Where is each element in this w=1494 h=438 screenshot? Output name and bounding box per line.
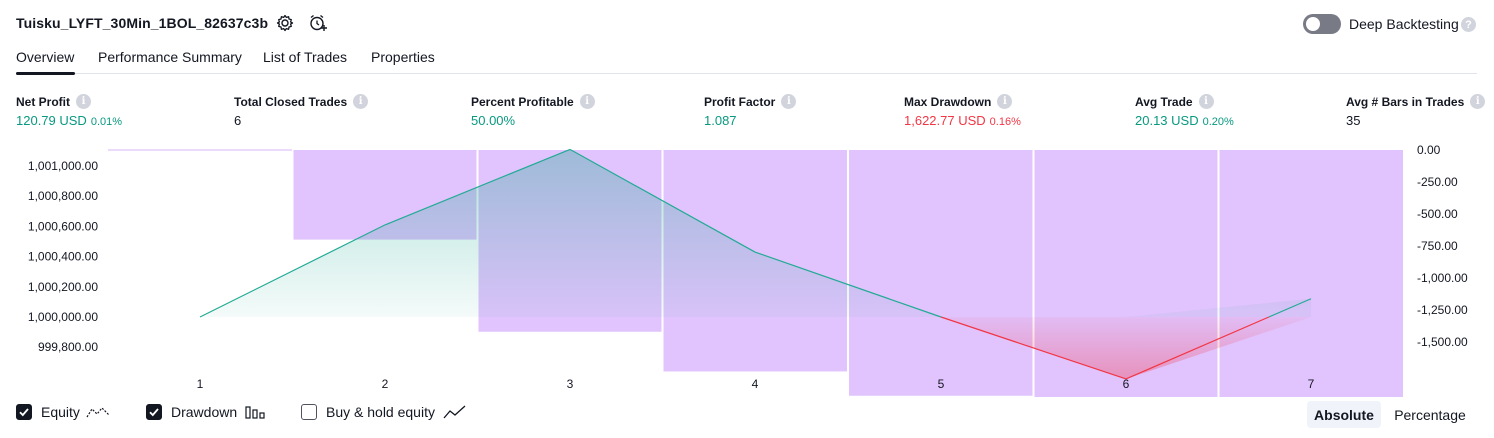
info-icon[interactable]: i: [579, 94, 595, 109]
tab-list-of-trades[interactable]: List of Trades: [263, 49, 348, 65]
right-axis-tick: 0.00: [1417, 143, 1441, 157]
equity-line-segment: [754, 251, 942, 318]
add-alert-clock-icon[interactable]: [308, 13, 328, 33]
strategy-title: Tuisku_LYFT_30Min_1BOL_82637c3b: [16, 15, 269, 31]
left-axis-tick: 999,800.00: [38, 340, 98, 354]
equity-area-negative: [200, 317, 1311, 379]
metric-label-net-profit: Net Profit i: [16, 94, 91, 109]
question-icon[interactable]: ?: [1461, 17, 1476, 32]
right-axis-tick: -250.00: [1417, 175, 1458, 189]
metric-value-avg-bars: 35: [1346, 113, 1361, 128]
equity-line-segment: [1125, 316, 1270, 380]
info-icon[interactable]: i: [997, 94, 1013, 109]
x-axis-tick: 3: [567, 377, 574, 391]
metric-value-total-closed-trades: 6: [234, 113, 242, 128]
equity-line-segment: [940, 316, 1127, 380]
left-axis-tick: 1,000,400.00: [28, 250, 98, 264]
info-icon[interactable]: i: [76, 94, 91, 109]
legend-buy-hold-label: Buy & hold equity: [326, 404, 435, 420]
right-axis: 0.00 -250.00 -500.00 -750.00 -1,000.00 -1,250…: [1417, 143, 1468, 349]
right-axis-tick: -750.00: [1417, 239, 1458, 253]
left-axis-tick: 1,000,800.00: [28, 189, 98, 203]
right-axis-tick: -1,500.00: [1417, 335, 1468, 349]
right-axis-tick: -500.00: [1417, 207, 1458, 221]
legend-equity[interactable]: Equity: [16, 404, 110, 420]
equity-drawdown-chart[interactable]: 1,001,000.00 1,000,800.00 1,000,600.00 1,00…: [0, 135, 1494, 397]
x-axis-tick: 2: [382, 377, 389, 391]
equity-line-segment: [569, 148, 756, 253]
metric-value-avg-trade: 20.13 USD 0.20%: [1135, 113, 1234, 128]
buy-hold-line-icon: [443, 405, 467, 419]
metric-value-max-drawdown: 1,622.77 USD 0.16%: [904, 113, 1021, 128]
absolute-mode-button[interactable]: Absolute: [1307, 401, 1381, 428]
legend-buy-hold-equity[interactable]: Buy & hold equity: [301, 404, 467, 420]
x-axis-tick: 4: [752, 377, 759, 391]
equity-line-segment: [199, 224, 386, 318]
info-icon[interactable]: i: [1470, 94, 1486, 109]
x-axis: 1 2 3 4 5 6 7: [197, 377, 1315, 391]
percentage-mode-button[interactable]: Percentage: [1394, 406, 1466, 423]
metric-label-avg-bars: Avg # Bars in Trades i: [1346, 94, 1486, 109]
info-icon[interactable]: i: [353, 94, 369, 109]
left-axis-tick: 1,000,200.00: [28, 280, 98, 294]
drawdown-bar: [1219, 150, 1403, 397]
equity-line-segment: [384, 148, 571, 226]
info-icon[interactable]: i: [1198, 94, 1214, 109]
deep-backtesting-toggle[interactable]: [1303, 14, 1341, 34]
left-axis-tick: 1,000,000.00: [28, 310, 98, 324]
legend-drawdown-label: Drawdown: [171, 404, 238, 420]
equity-line: [199, 148, 1312, 380]
tab-overview[interactable]: Overview: [16, 49, 75, 65]
metric-label-total-closed-trades: Total Closed Trades i: [234, 94, 369, 109]
metric-label-percent-profitable: Percent Profitable i: [471, 94, 595, 109]
active-tab-underline: [16, 72, 75, 75]
equity-area-positive: [200, 149, 1311, 317]
tab-divider: [16, 73, 1477, 74]
right-axis-tick: -1,000.00: [1417, 271, 1468, 285]
x-axis-tick: 5: [938, 377, 945, 391]
metric-label-max-drawdown: Max Drawdown i: [904, 94, 1013, 109]
metric-label-avg-trade: Avg Trade i: [1135, 94, 1214, 109]
right-axis-tick: -1,250.00: [1417, 303, 1468, 317]
info-icon[interactable]: i: [781, 94, 797, 109]
equity-line-segment: [1268, 298, 1312, 318]
gear-icon[interactable]: [275, 13, 295, 33]
x-axis-tick: 6: [1123, 377, 1130, 391]
equity-area: [200, 149, 1311, 379]
drawdown-checkbox[interactable]: [146, 404, 162, 420]
left-axis-tick: 1,000,600.00: [28, 219, 98, 233]
equity-checkbox[interactable]: [16, 404, 32, 420]
x-axis-tick: 7: [1308, 377, 1315, 391]
legend-equity-label: Equity: [41, 404, 80, 420]
drawdown-bar: [849, 150, 1033, 396]
tab-performance-summary[interactable]: Performance Summary: [98, 49, 242, 65]
metric-value-percent-profitable: 50.00%: [471, 113, 516, 128]
legend-drawdown[interactable]: Drawdown: [146, 404, 265, 420]
tab-properties[interactable]: Properties: [371, 49, 435, 65]
left-axis: 1,001,000.00 1,000,800.00 1,000,600.00 1,00…: [28, 159, 98, 354]
metric-label-profit-factor: Profit Factor i: [704, 94, 797, 109]
x-axis-tick: 1: [197, 377, 204, 391]
equity-line-icon: [86, 405, 110, 419]
metric-value-profit-factor: 1.087: [704, 113, 737, 128]
metric-value-net-profit: 120.79 USD 0.01%: [16, 113, 123, 128]
drawdown-bars-icon: [245, 405, 265, 419]
deep-backtesting-label: Deep Backtesting: [1349, 16, 1459, 32]
left-axis-tick: 1,001,000.00: [28, 159, 98, 173]
buy-hold-checkbox[interactable]: [301, 404, 317, 420]
